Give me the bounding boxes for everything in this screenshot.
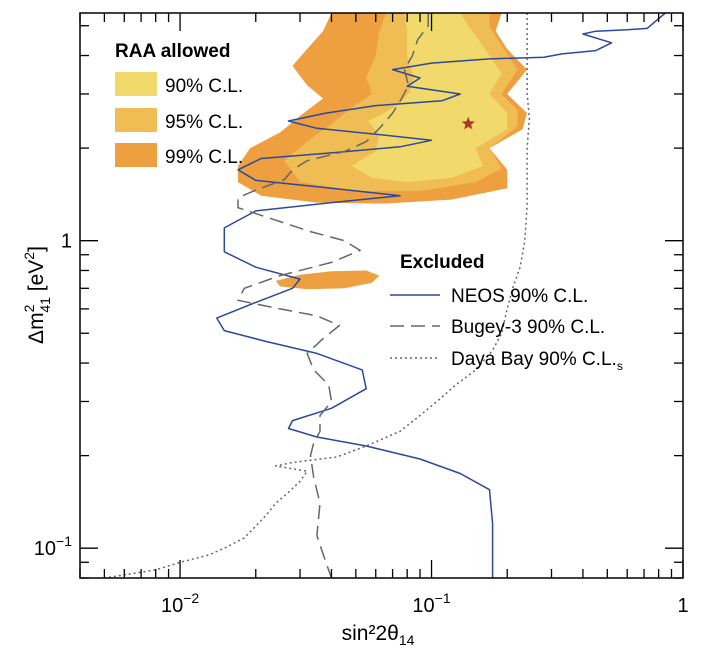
best-fit-marker-group <box>461 116 475 130</box>
legend-swatch-95 <box>115 108 157 132</box>
x-tick-label: 1 <box>677 595 688 617</box>
x-axis-title: sin²2θ14 <box>342 622 415 648</box>
legend-swatch-99 <box>115 143 157 167</box>
excluded-legend-title: Excluded <box>400 252 484 273</box>
legend-label-90: 90% C.L. <box>165 76 243 97</box>
raa-region-3 <box>351 13 508 183</box>
y-tick-label: 1 <box>61 231 72 253</box>
legend-label-99: 99% C.L. <box>165 147 243 168</box>
legend-label-95: 95% C.L. <box>165 112 243 133</box>
tick-labels: 10−2 10−1 1 10−1 1 <box>34 231 689 617</box>
x-tick-label: 10−2 <box>161 590 199 617</box>
x-tick-label: 10−1 <box>412 590 450 617</box>
series-line-2 <box>104 13 531 579</box>
legend-label-neos: NEOS 90% C.L. <box>451 286 588 307</box>
raa-legend: RAA allowed 90% C.L. 95% C.L. 99% C.L. <box>115 41 243 168</box>
legend-swatch-90 <box>115 72 157 96</box>
legend-label-dayabay: Daya Bay 90% C.L.s <box>451 349 623 373</box>
axis-ticks <box>79 13 684 579</box>
excluded-legend: Excluded NEOS 90% C.L. Bugey-3 90% C.L. … <box>390 252 623 373</box>
raa-legend-title: RAA allowed <box>115 41 230 62</box>
y-axis-title: Δm241 [eV2] <box>21 246 53 344</box>
exclusion-curves <box>104 12 666 579</box>
plot-frame <box>79 12 684 579</box>
best-fit-star <box>461 116 475 130</box>
raa-allowed-regions <box>238 13 528 290</box>
legend-label-bugey: Bugey-3 90% C.L. <box>451 317 605 338</box>
y-tick-label: 10−1 <box>34 533 72 560</box>
raa-region-1 <box>275 270 380 290</box>
series-line-1 <box>237 13 429 579</box>
series-line-0 <box>216 12 666 578</box>
